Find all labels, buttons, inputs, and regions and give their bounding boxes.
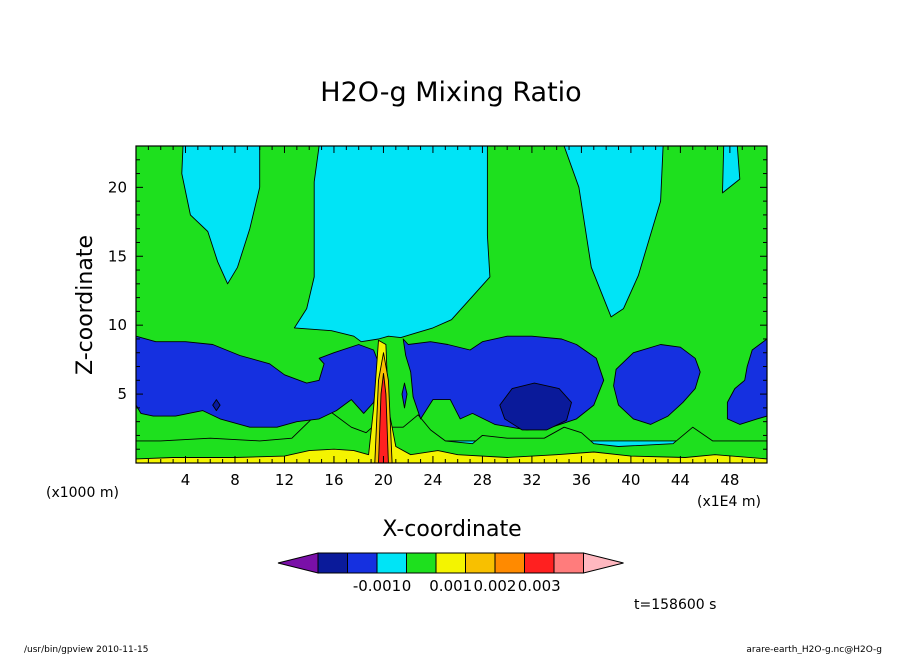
colorbar-cell <box>317 552 348 574</box>
contour-region-6 <box>726 338 767 425</box>
x-tick-label: 36 <box>572 471 591 489</box>
x-tick-label: 12 <box>275 471 294 489</box>
x-tick-label: 40 <box>621 471 640 489</box>
colorbar-cell <box>435 552 466 574</box>
contour-region-5 <box>613 344 701 425</box>
colorbar-label: 0 <box>402 577 412 595</box>
contour-region-2 <box>136 410 767 463</box>
x-tick-label: 16 <box>324 471 343 489</box>
y-unit-label: (x1000 m) <box>46 485 119 501</box>
x-tick-label: 8 <box>230 471 240 489</box>
footer-right: arare-earth_H2O-g.nc@H2O-g <box>746 645 882 654</box>
colorbar-cell <box>406 552 437 574</box>
plot-area <box>136 146 767 463</box>
x-tick-label: 4 <box>181 471 191 489</box>
contour-region-1 <box>136 146 767 442</box>
x-tick-label: 20 <box>374 471 393 489</box>
y-tick-label: 15 <box>108 247 127 265</box>
x-unit-label: (x1E4 m) <box>697 494 761 510</box>
y-tick-label: 10 <box>108 316 127 334</box>
colorbar: -0.001 0 0.001 0.002 0.003 <box>277 552 624 595</box>
x-tick-label: 28 <box>473 471 492 489</box>
footer-left: /usr/bin/gpview 2010-11-15 <box>24 645 148 654</box>
contour-region-10 <box>136 339 767 463</box>
contour-region-9 <box>212 399 221 412</box>
x-tick-label: 32 <box>522 471 541 489</box>
y-axis-label: Z-coordinate <box>73 235 98 375</box>
y-tick-label: 5 <box>117 385 127 403</box>
y-axis-ticks: 5 10 15 20 <box>108 145 767 464</box>
x-axis-ticks: 4 8 12 16 20 24 28 32 36 40 44 48 <box>135 146 768 489</box>
plot-frame <box>135 145 768 464</box>
colorbar-cell <box>376 552 407 574</box>
colorbar-label: 0.003 <box>518 577 561 595</box>
colorbar-label: -0.001 <box>353 577 401 595</box>
x-axis-label: X-coordinate <box>382 517 521 542</box>
chart-title: H2O-g Mixing Ratio <box>320 77 581 108</box>
x-tick-label: 44 <box>671 471 690 489</box>
x-tick-label: 48 <box>720 471 739 489</box>
colorbar-cell <box>494 552 525 574</box>
y-tick-label: 20 <box>108 178 127 196</box>
colorbar-cell <box>524 552 555 574</box>
colorbar-cell <box>347 552 378 574</box>
time-label: t=158600 s <box>634 597 716 613</box>
colorbar-arrow-high <box>583 552 624 574</box>
colorbar-arrow-low <box>277 552 319 574</box>
x-tick-label: 24 <box>423 471 442 489</box>
colorbar-cell <box>465 552 496 574</box>
colorbar-label: 0.002 <box>474 577 517 595</box>
colorbar-label: 0.001 <box>429 577 472 595</box>
contour-region-12 <box>378 372 389 463</box>
colorbar-cell <box>553 552 584 574</box>
contour-region-7 <box>401 382 408 409</box>
contour-region-8 <box>499 382 572 431</box>
